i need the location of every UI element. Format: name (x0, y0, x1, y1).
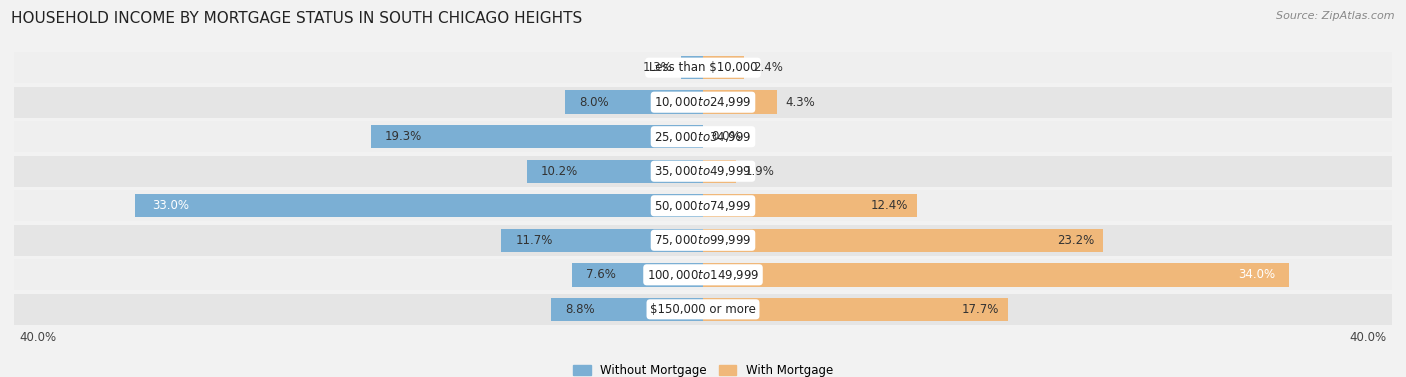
Bar (135, 194, 703, 218)
Text: 12.4%: 12.4% (870, 199, 908, 212)
Text: 17.7%: 17.7% (962, 303, 1000, 316)
Text: Less than $10,000: Less than $10,000 (648, 61, 758, 74)
Bar (14, 259, 1392, 290)
Bar (14, 121, 1392, 152)
Bar (681, 56, 703, 80)
Bar (502, 228, 703, 252)
Text: 1.3%: 1.3% (643, 61, 672, 74)
Text: HOUSEHOLD INCOME BY MORTGAGE STATUS IN SOUTH CHICAGO HEIGHTS: HOUSEHOLD INCOME BY MORTGAGE STATUS IN S… (11, 11, 582, 26)
Text: 8.0%: 8.0% (579, 96, 609, 109)
Bar (14, 52, 1392, 83)
Text: 19.3%: 19.3% (384, 130, 422, 143)
Text: 33.0%: 33.0% (152, 199, 188, 212)
Text: 34.0%: 34.0% (1237, 268, 1275, 281)
Bar (527, 159, 703, 183)
Bar (14, 225, 1392, 256)
Text: 40.0%: 40.0% (20, 331, 56, 344)
Text: Source: ZipAtlas.com: Source: ZipAtlas.com (1277, 11, 1395, 21)
Text: 2.4%: 2.4% (754, 61, 783, 74)
Legend: Without Mortgage, With Mortgage: Without Mortgage, With Mortgage (574, 365, 832, 377)
Bar (703, 297, 1008, 321)
Text: 11.7%: 11.7% (515, 234, 553, 247)
Text: 1.9%: 1.9% (744, 165, 775, 178)
Bar (14, 190, 1392, 221)
Text: 10.2%: 10.2% (541, 165, 578, 178)
Text: $25,000 to $34,999: $25,000 to $34,999 (654, 130, 752, 144)
Bar (703, 194, 917, 218)
Bar (703, 228, 1102, 252)
Text: 4.3%: 4.3% (786, 96, 815, 109)
Bar (703, 263, 1289, 287)
Text: $75,000 to $99,999: $75,000 to $99,999 (654, 233, 752, 247)
Text: $35,000 to $49,999: $35,000 to $49,999 (654, 164, 752, 178)
Text: 23.2%: 23.2% (1057, 234, 1094, 247)
Bar (572, 263, 703, 287)
Bar (551, 297, 703, 321)
Text: $10,000 to $24,999: $10,000 to $24,999 (654, 95, 752, 109)
Bar (703, 56, 744, 80)
Text: 0.0%: 0.0% (711, 130, 741, 143)
Bar (371, 125, 703, 149)
Text: 40.0%: 40.0% (1350, 331, 1386, 344)
Text: 8.8%: 8.8% (565, 303, 595, 316)
Bar (565, 90, 703, 114)
Text: $50,000 to $74,999: $50,000 to $74,999 (654, 199, 752, 213)
Bar (703, 159, 735, 183)
Text: $150,000 or more: $150,000 or more (650, 303, 756, 316)
Text: 7.6%: 7.6% (586, 268, 616, 281)
Bar (703, 90, 778, 114)
Bar (14, 294, 1392, 325)
Bar (14, 87, 1392, 118)
Text: $100,000 to $149,999: $100,000 to $149,999 (647, 268, 759, 282)
Bar (14, 156, 1392, 187)
